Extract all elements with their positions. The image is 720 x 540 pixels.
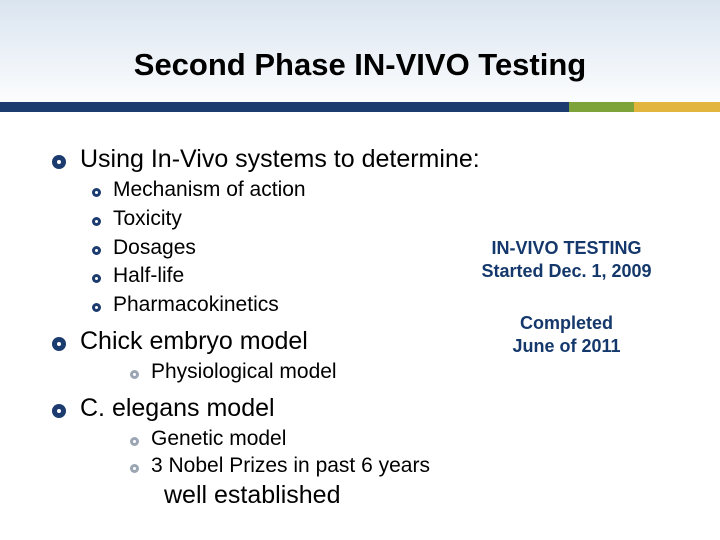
l1-text: Chick embryo model bbox=[80, 326, 308, 356]
side-line: Started Dec. 1, 2009 bbox=[469, 260, 664, 283]
bullet-l3: Physiological model bbox=[130, 360, 680, 385]
bullet-l2: Toxicity bbox=[92, 207, 680, 232]
bullet-l3: Genetic model bbox=[130, 427, 680, 452]
bullet-icon bbox=[52, 155, 66, 169]
bullet-icon bbox=[130, 437, 139, 446]
l3-text: Physiological model bbox=[151, 360, 337, 385]
title-region: Second Phase IN-VIVO Testing bbox=[0, 0, 720, 112]
slide-title: Second Phase IN-VIVO Testing bbox=[134, 47, 586, 83]
bullet-l1: C. elegans model bbox=[52, 393, 680, 423]
bullet-icon bbox=[130, 464, 139, 473]
bullet-icon bbox=[92, 217, 101, 226]
bullet-icon bbox=[52, 404, 66, 418]
l2-text: Pharmacokinetics bbox=[113, 293, 279, 318]
bullet-icon bbox=[92, 246, 101, 255]
l1-text: C. elegans model bbox=[80, 393, 275, 423]
side-line: IN-VIVO TESTING bbox=[469, 237, 664, 260]
title-underline-bar bbox=[0, 102, 720, 112]
bullet-icon bbox=[52, 337, 66, 351]
l2-text: Dosages bbox=[113, 236, 196, 261]
l3-text: 3 Nobel Prizes in past 6 years bbox=[151, 454, 430, 479]
side-gap bbox=[469, 282, 664, 312]
content-region: Using In-Vivo systems to determine: Mech… bbox=[0, 112, 720, 510]
l2-text: Toxicity bbox=[113, 207, 182, 232]
bullet-icon bbox=[92, 274, 101, 283]
slide: Second Phase IN-VIVO Testing Using In-Vi… bbox=[0, 0, 720, 540]
side-line: Completed bbox=[469, 312, 664, 335]
bar-segment-navy bbox=[0, 102, 569, 112]
l2-text: Mechanism of action bbox=[113, 178, 306, 203]
bullet-icon bbox=[92, 188, 101, 197]
bullet-l3: 3 Nobel Prizes in past 6 years bbox=[130, 454, 680, 479]
l1-text: Using In-Vivo systems to determine: bbox=[80, 144, 480, 174]
bullet-icon bbox=[130, 370, 139, 379]
bullet-icon bbox=[92, 303, 101, 312]
side-line: June of 2011 bbox=[469, 335, 664, 358]
bullet-l1: Using In-Vivo systems to determine: bbox=[52, 144, 680, 174]
l2-text: Half-life bbox=[113, 264, 184, 289]
bar-segment-gold bbox=[634, 102, 720, 112]
bar-segment-green bbox=[569, 102, 634, 112]
bullet-l2: Mechanism of action bbox=[92, 178, 680, 203]
l3-text: Genetic model bbox=[151, 427, 286, 452]
side-notes: IN-VIVO TESTING Started Dec. 1, 2009 Com… bbox=[469, 237, 664, 357]
trailing-text: well established bbox=[164, 480, 680, 510]
